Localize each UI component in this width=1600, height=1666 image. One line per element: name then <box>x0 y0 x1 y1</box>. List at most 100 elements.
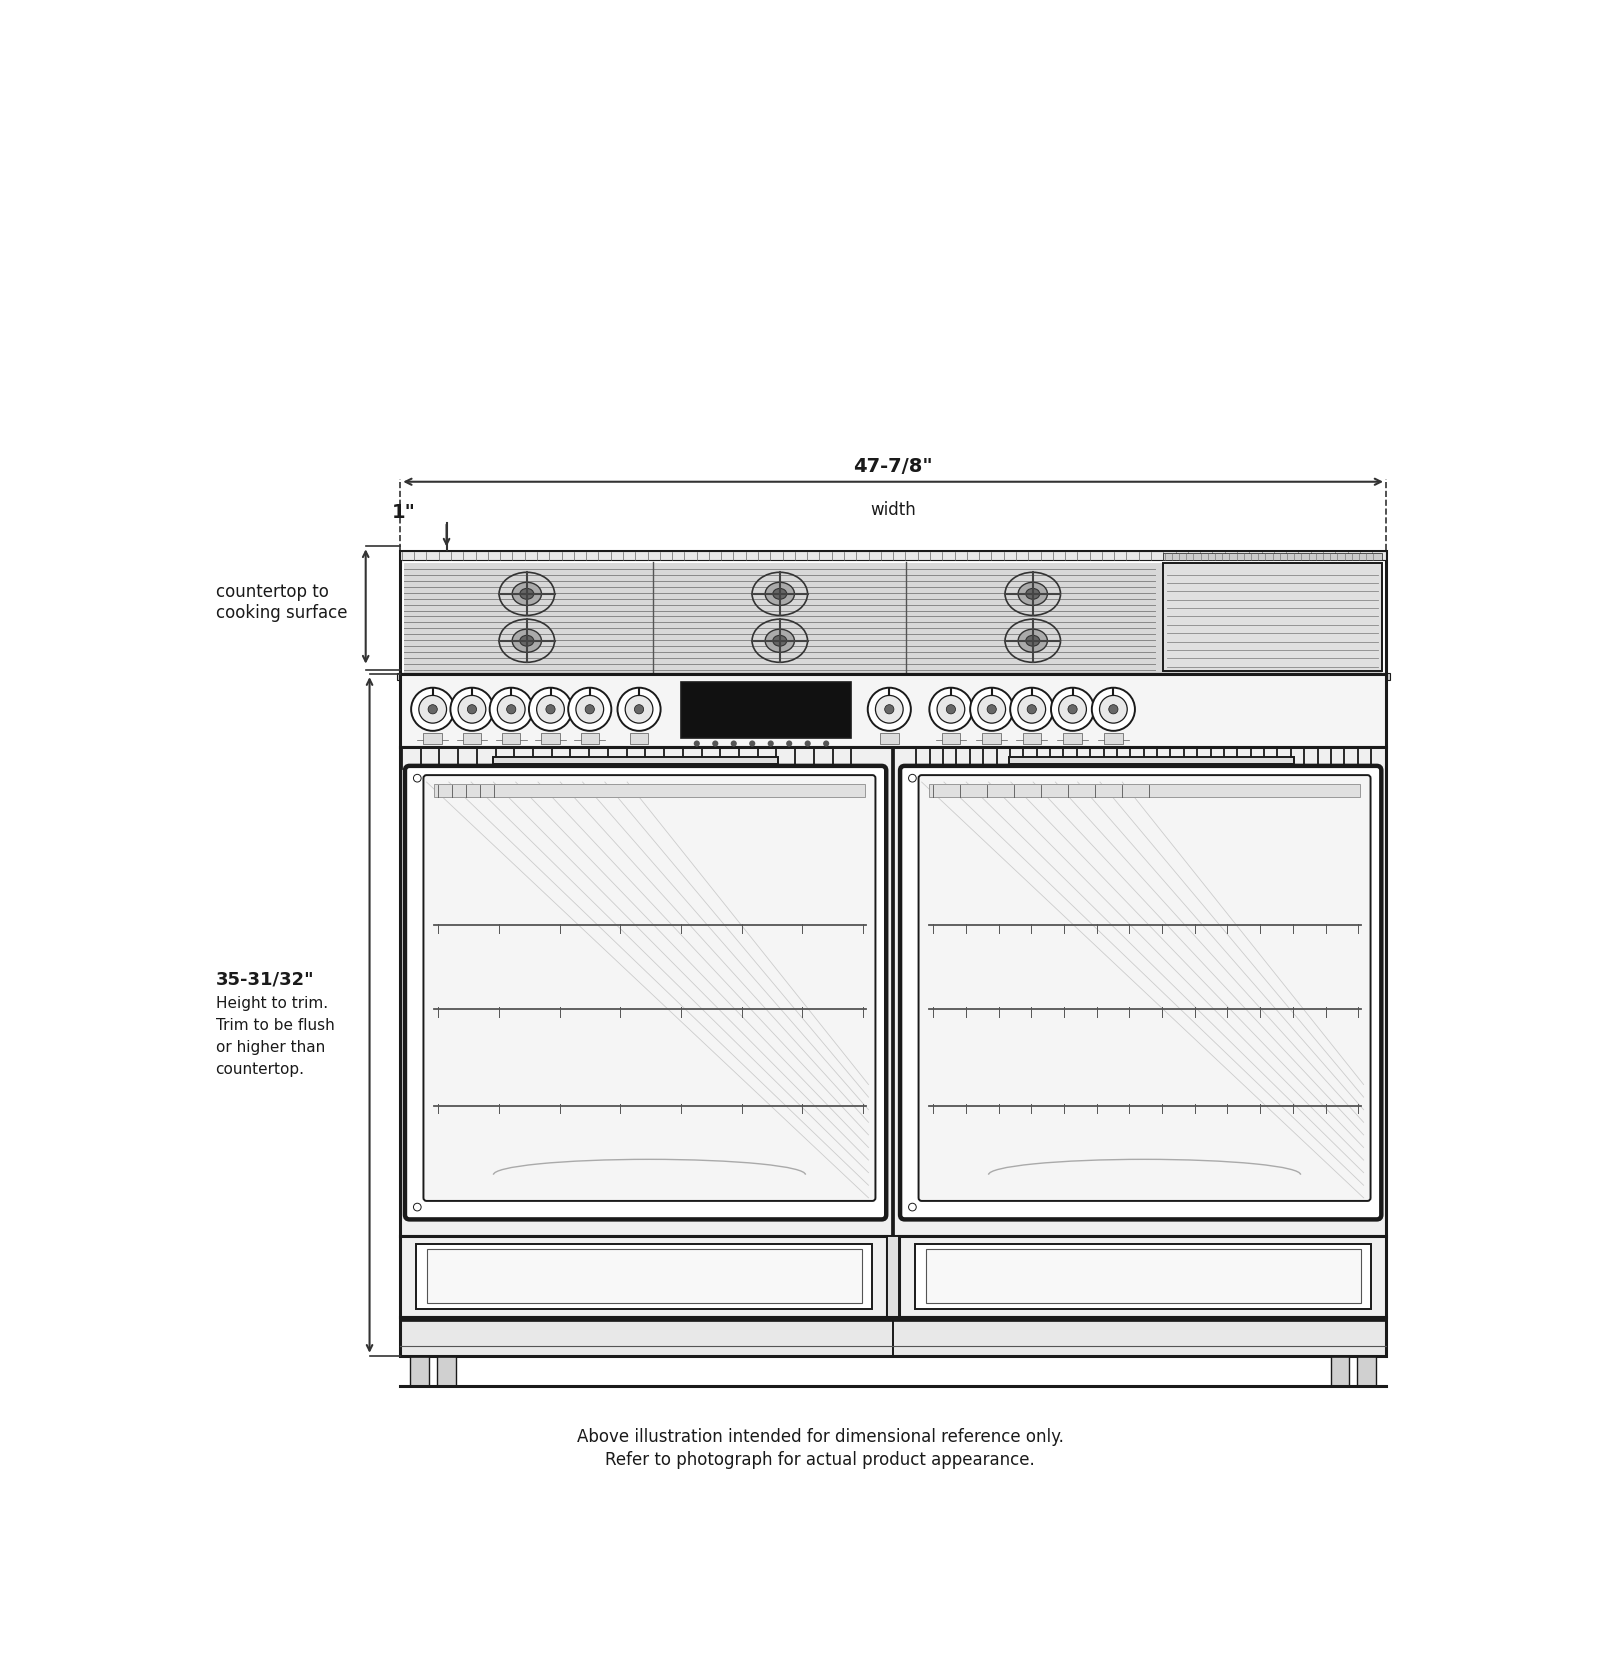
Bar <box>880 733 899 743</box>
Ellipse shape <box>773 588 787 600</box>
Circle shape <box>530 688 573 731</box>
Circle shape <box>458 695 486 723</box>
Circle shape <box>805 740 811 746</box>
Bar <box>397 673 1390 680</box>
Bar <box>581 733 598 743</box>
Bar <box>1008 756 1293 765</box>
Circle shape <box>909 1203 917 1211</box>
Bar <box>1163 553 1382 560</box>
Text: countertop to
cooking surface: countertop to cooking surface <box>216 583 347 621</box>
Bar <box>400 1236 886 1318</box>
Circle shape <box>1051 688 1094 731</box>
Bar <box>462 733 482 743</box>
Bar <box>1163 563 1382 671</box>
Bar <box>434 783 864 798</box>
Text: Refer to photograph for actual product appearance.: Refer to photograph for actual product a… <box>605 1451 1035 1469</box>
Text: Above illustration intended for dimensional reference only.: Above illustration intended for dimensio… <box>576 1428 1064 1446</box>
Circle shape <box>938 695 965 723</box>
Ellipse shape <box>1026 635 1040 646</box>
Bar <box>1357 1356 1376 1386</box>
Ellipse shape <box>512 630 541 653</box>
Bar <box>400 551 1386 560</box>
Circle shape <box>1010 688 1053 731</box>
Circle shape <box>413 1203 421 1211</box>
Ellipse shape <box>1026 588 1040 600</box>
Bar <box>1064 733 1082 743</box>
Bar <box>416 1245 872 1309</box>
Bar <box>410 1356 429 1386</box>
Text: 27-15/16": 27-15/16" <box>1099 950 1190 968</box>
Circle shape <box>419 695 446 723</box>
FancyBboxPatch shape <box>901 766 1381 1220</box>
Text: 1": 1" <box>392 503 416 521</box>
Circle shape <box>970 688 1013 731</box>
Circle shape <box>885 705 894 715</box>
Text: 21-29/32": 21-29/32" <box>1061 1035 1152 1051</box>
Circle shape <box>498 695 525 723</box>
Bar <box>926 1248 1362 1303</box>
Bar <box>915 1245 1371 1309</box>
Bar <box>400 1318 1386 1321</box>
Bar <box>682 681 851 738</box>
Circle shape <box>451 688 493 731</box>
FancyBboxPatch shape <box>405 766 886 1220</box>
Ellipse shape <box>520 635 534 646</box>
Ellipse shape <box>1018 630 1048 653</box>
Circle shape <box>635 705 643 715</box>
Bar <box>400 551 1386 675</box>
Text: 21-29/32": 21-29/32" <box>469 1043 560 1060</box>
Circle shape <box>1018 695 1046 723</box>
Bar <box>982 733 1002 743</box>
Text: 16-1/4": 16-1/4" <box>434 961 502 978</box>
Ellipse shape <box>512 583 541 605</box>
Bar <box>424 733 442 743</box>
Circle shape <box>731 740 738 746</box>
Circle shape <box>568 688 611 731</box>
Bar <box>1022 733 1042 743</box>
Circle shape <box>411 688 454 731</box>
Text: height: height <box>930 996 978 1011</box>
Bar <box>930 783 1360 798</box>
Circle shape <box>987 705 997 715</box>
Circle shape <box>946 705 955 715</box>
Bar <box>427 1248 862 1303</box>
Text: width: width <box>1123 990 1166 1005</box>
Bar <box>942 733 960 743</box>
Bar <box>437 1356 456 1386</box>
Circle shape <box>909 775 917 781</box>
Bar <box>502 733 520 743</box>
Circle shape <box>768 740 774 746</box>
Circle shape <box>978 695 1005 723</box>
Bar <box>400 1318 1386 1356</box>
Circle shape <box>786 740 792 746</box>
Text: 12": 12" <box>634 950 666 968</box>
Bar <box>400 675 1386 748</box>
Ellipse shape <box>765 630 795 653</box>
Ellipse shape <box>773 635 787 646</box>
Bar <box>1331 1356 1349 1386</box>
Circle shape <box>875 695 902 723</box>
Text: width: width <box>629 990 670 1005</box>
Bar <box>400 748 1386 1236</box>
Ellipse shape <box>765 583 795 605</box>
Text: depth: depth <box>469 1076 514 1091</box>
Circle shape <box>618 688 661 731</box>
Circle shape <box>1067 705 1077 715</box>
Ellipse shape <box>520 588 534 600</box>
Circle shape <box>867 688 910 731</box>
Circle shape <box>1059 695 1086 723</box>
Circle shape <box>712 740 718 746</box>
Circle shape <box>694 740 699 746</box>
Ellipse shape <box>1018 583 1048 605</box>
Circle shape <box>546 705 555 715</box>
Circle shape <box>749 740 755 746</box>
Bar <box>630 733 648 743</box>
Circle shape <box>413 775 421 781</box>
Circle shape <box>467 705 477 715</box>
Bar <box>493 756 778 765</box>
Bar <box>1104 733 1123 743</box>
Circle shape <box>576 695 603 723</box>
Text: 16-1/4": 16-1/4" <box>930 961 997 978</box>
FancyBboxPatch shape <box>918 775 1371 1201</box>
Bar <box>886 1236 899 1318</box>
